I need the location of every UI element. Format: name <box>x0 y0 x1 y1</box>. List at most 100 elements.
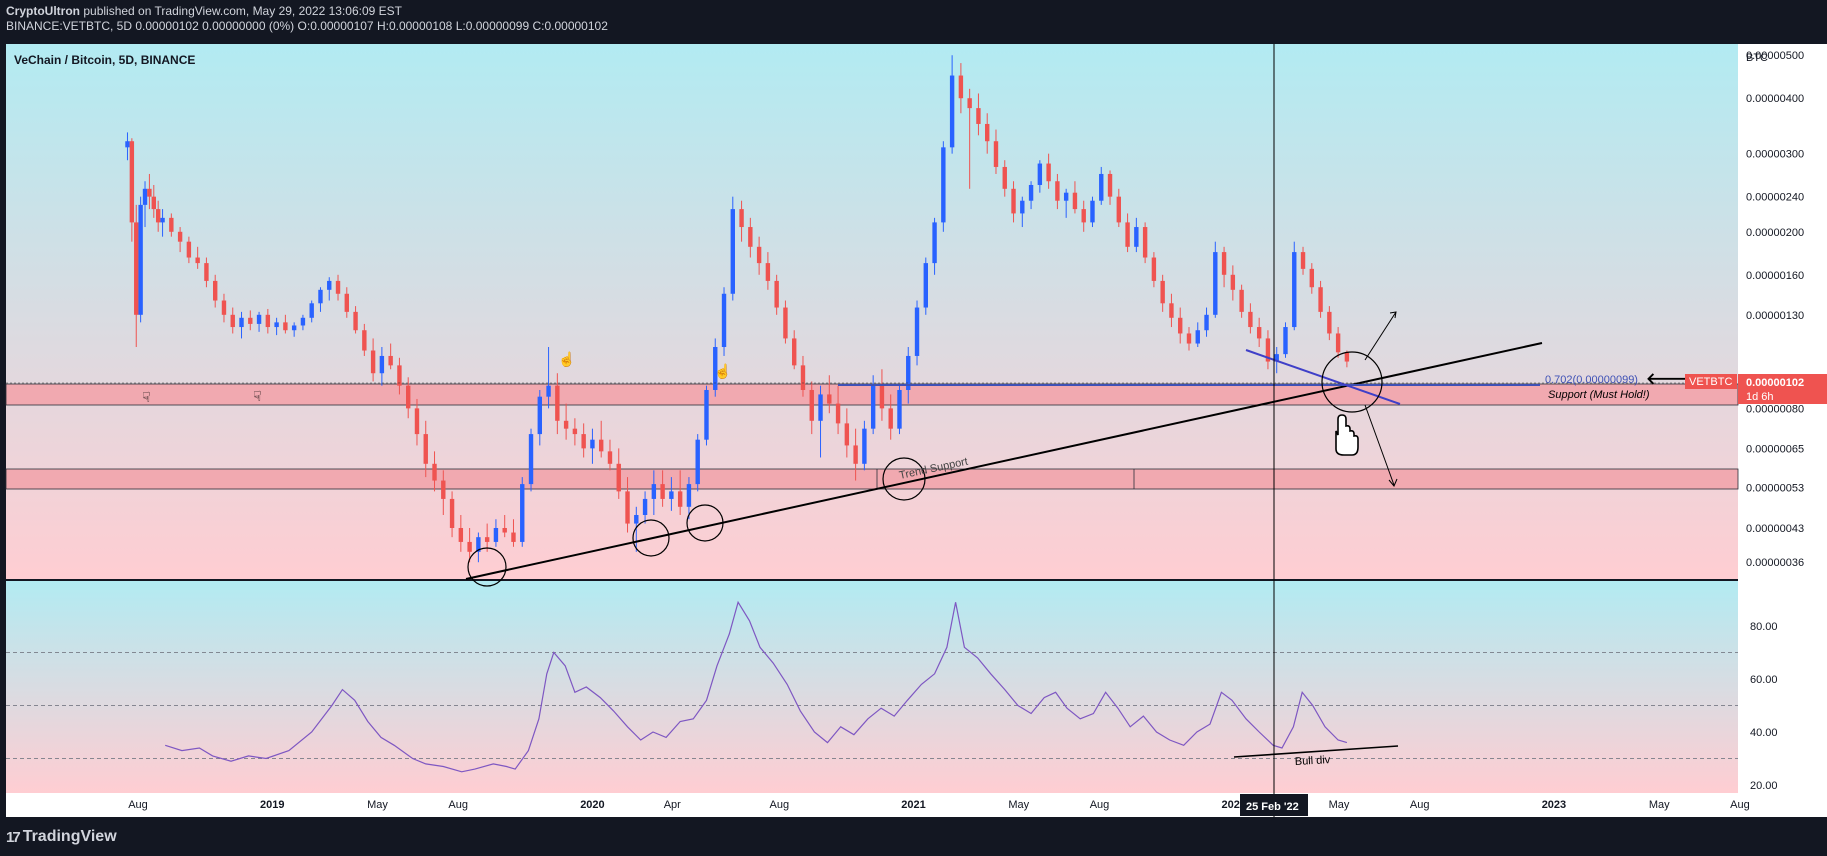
price-scale-background[interactable] <box>1738 44 1827 817</box>
candle[interactable] <box>1239 284 1244 318</box>
candle[interactable] <box>1160 274 1165 312</box>
candle[interactable] <box>949 55 955 154</box>
candle[interactable] <box>985 113 990 154</box>
candle[interactable] <box>713 338 718 397</box>
candle[interactable] <box>783 300 788 344</box>
candle[interactable] <box>493 519 499 547</box>
candle[interactable] <box>204 257 209 288</box>
candle[interactable] <box>756 236 762 275</box>
candle[interactable] <box>827 375 832 414</box>
candle[interactable] <box>248 310 253 331</box>
candle[interactable] <box>765 252 771 290</box>
candle[interactable] <box>686 477 692 520</box>
candle[interactable] <box>906 346 911 404</box>
candle[interactable] <box>230 307 235 334</box>
candle[interactable] <box>213 274 218 308</box>
candle[interactable] <box>370 338 376 382</box>
candle[interactable] <box>414 398 420 446</box>
candle[interactable] <box>1107 170 1113 205</box>
candle[interactable] <box>677 470 683 515</box>
candle[interactable] <box>853 428 858 481</box>
candle[interactable] <box>1256 317 1262 347</box>
candle[interactable] <box>563 403 569 440</box>
candle[interactable] <box>669 477 674 511</box>
price-pane-background[interactable] <box>6 44 1738 579</box>
candle[interactable] <box>1072 181 1078 214</box>
candle[interactable] <box>844 408 850 458</box>
candle[interactable] <box>660 470 665 507</box>
candle[interactable] <box>1283 322 1288 358</box>
candle[interactable] <box>555 373 560 435</box>
candle[interactable] <box>607 439 613 471</box>
candle[interactable] <box>625 477 630 533</box>
candle[interactable] <box>581 423 586 458</box>
candle[interactable] <box>651 470 657 515</box>
candle[interactable] <box>695 434 700 492</box>
candle[interactable] <box>528 428 534 492</box>
candle[interactable] <box>1020 196 1025 228</box>
candle[interactable] <box>572 418 578 446</box>
candle[interactable] <box>129 138 135 242</box>
candle[interactable] <box>1248 303 1253 334</box>
candle[interactable] <box>327 277 332 301</box>
candle[interactable] <box>721 287 727 356</box>
candle[interactable] <box>800 355 806 397</box>
candle[interactable] <box>976 93 981 136</box>
candle[interactable] <box>147 173 152 210</box>
focus-circle[interactable] <box>1321 351 1383 413</box>
candle[interactable] <box>590 428 595 464</box>
candle[interactable] <box>138 196 143 323</box>
candle[interactable] <box>546 346 551 409</box>
candle[interactable] <box>1309 263 1315 294</box>
candle[interactable] <box>1063 188 1069 218</box>
candle[interactable] <box>441 470 446 515</box>
candle[interactable] <box>897 385 902 435</box>
candle[interactable] <box>1230 265 1236 301</box>
candle[interactable] <box>809 381 814 435</box>
candle[interactable] <box>388 343 393 370</box>
candle[interactable] <box>177 227 183 253</box>
author-name[interactable]: CryptoUltron <box>6 4 80 18</box>
candle[interactable] <box>634 506 639 552</box>
candle[interactable] <box>1011 181 1016 223</box>
support-zone-lower[interactable] <box>5 468 1739 490</box>
trend-support-line[interactable] <box>465 342 1543 580</box>
candle[interactable] <box>1318 280 1323 318</box>
candle[interactable] <box>362 323 367 356</box>
candle[interactable] <box>1292 241 1297 331</box>
candle[interactable] <box>958 63 964 114</box>
candle[interactable] <box>914 300 920 366</box>
candle[interactable] <box>476 532 481 563</box>
candle[interactable] <box>151 184 156 218</box>
candle[interactable] <box>599 420 604 458</box>
candle[interactable] <box>730 196 735 301</box>
arrow-up-path[interactable] <box>1364 311 1397 361</box>
candle[interactable] <box>169 213 174 237</box>
candle[interactable] <box>1055 173 1060 210</box>
candle[interactable] <box>160 209 165 237</box>
candle[interactable] <box>283 314 288 334</box>
candle[interactable] <box>353 306 358 334</box>
candle[interactable] <box>1300 246 1306 275</box>
pivot-circle[interactable] <box>467 547 507 587</box>
candle[interactable] <box>1265 330 1271 370</box>
candle[interactable] <box>502 514 507 538</box>
candle[interactable] <box>467 527 472 563</box>
time-scale-background[interactable] <box>6 793 1738 817</box>
candle[interactable] <box>309 300 314 323</box>
candle[interactable] <box>1178 307 1183 344</box>
candle[interactable] <box>379 346 385 386</box>
candle[interactable] <box>1186 327 1192 351</box>
candle[interactable] <box>1344 350 1350 368</box>
descending-line[interactable] <box>1245 349 1401 405</box>
candle[interactable] <box>642 491 648 524</box>
candle[interactable] <box>195 246 200 269</box>
candle[interactable] <box>432 451 437 492</box>
candle[interactable] <box>300 314 306 331</box>
candle[interactable] <box>792 330 797 370</box>
candle[interactable] <box>923 257 928 315</box>
pivot-circle[interactable] <box>686 504 724 542</box>
candle[interactable] <box>932 217 937 275</box>
candle[interactable] <box>406 377 411 419</box>
candle[interactable] <box>941 141 946 232</box>
